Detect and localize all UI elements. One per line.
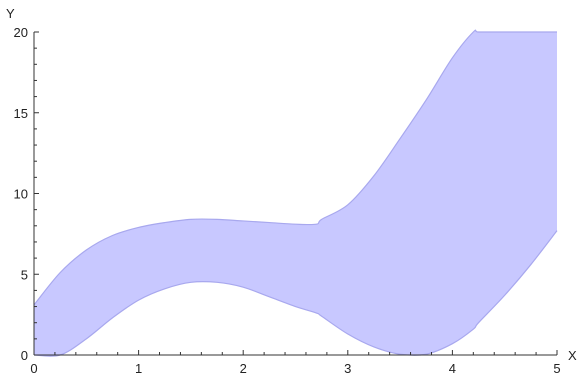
axes: 0 1 2 3 4 5 0 5 10 15 20 [14, 25, 561, 376]
series-0-band [34, 30, 557, 357]
y-axis-title: Y [6, 6, 15, 21]
x-tick-label: 4 [449, 361, 456, 376]
x-tick-label: 0 [30, 361, 37, 376]
x-tick-label: 2 [240, 361, 247, 376]
x-axis-title: X [568, 348, 577, 363]
x-tick-label: 5 [553, 361, 560, 376]
y-tick-label: 10 [14, 187, 28, 202]
plot-area [33, 29, 558, 357]
y-tick-label: 5 [21, 267, 28, 282]
x-tick-label: 1 [135, 361, 142, 376]
series-0-lower-edge [33, 230, 558, 357]
series-0-upper-edge [33, 29, 557, 306]
x-tick-label: 3 [344, 361, 351, 376]
y-tick-label: 20 [14, 25, 28, 40]
y-tick-label: 15 [14, 106, 28, 121]
y-tick-label: 0 [21, 348, 28, 363]
